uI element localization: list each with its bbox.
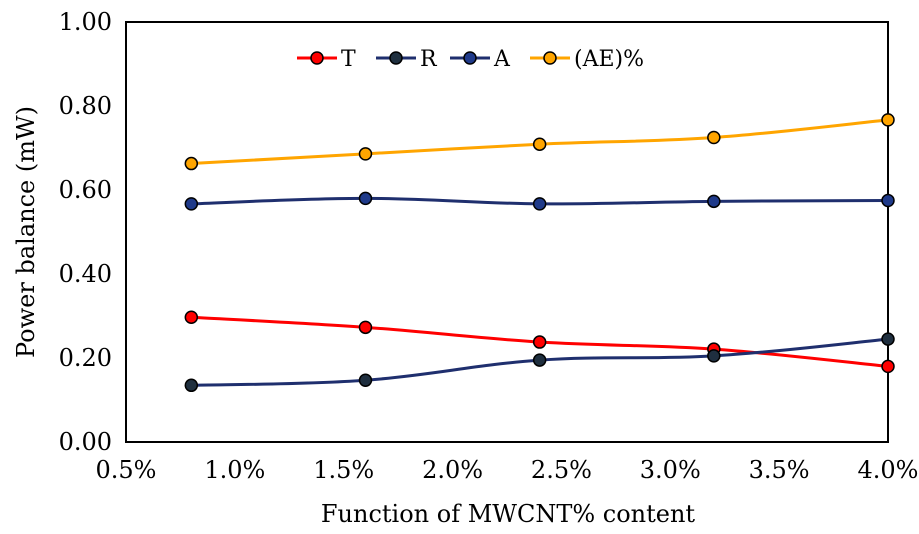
series-ae-point [532,137,547,151]
legend: T R A (AE)% [297,47,644,72]
axes [125,21,889,443]
series-ae-point [184,156,199,171]
series-t-point [358,320,373,335]
series-a-point [532,197,547,211]
series-t-point [184,310,199,325]
series-ae-point [707,130,721,145]
series-a-point [707,194,721,209]
legend-label-t: T [341,47,356,72]
legend-label-a: A [493,47,511,72]
series-r-point [881,332,895,346]
y-tick-label: 0.60 [59,176,112,204]
y-tick-label: 0.20 [59,344,112,372]
series-r-point [184,378,199,393]
series-t-point [881,359,895,374]
series-layer [184,113,895,393]
legend-item-t: T [297,47,356,72]
series-r-point [532,353,547,367]
x-tick-label: 0.5% [96,456,157,484]
legend-swatch-marker-t [310,51,324,65]
series-ae-point [358,147,373,161]
series-ae-point [881,113,895,127]
x-axis-title: Function of MWCNT% content [321,500,696,528]
series-r-point [707,349,721,363]
series-a [184,191,895,211]
series-a-point [184,197,199,211]
y-tick-label: 0.40 [59,260,112,288]
x-tick-label: 2.5% [531,456,592,484]
legend-item-ae: (AE)% [530,47,644,72]
series-r [184,332,895,393]
x-tick-label: 1.5% [313,456,374,484]
series-ae [184,113,895,171]
x-tick-labels: 0.5% 1.0% 1.5% 2.0% 2.5% 3.0% 3.5% 4.0% [96,456,919,484]
series-r-point [358,373,373,388]
legend-label-r: R [420,47,438,72]
y-tick-labels: 0.00 0.20 0.40 0.60 0.80 1.00 [59,8,112,456]
x-tick-label: 3.0% [640,456,701,484]
y-tick-label: 0.00 [59,428,112,456]
legend-item-r: R [376,47,438,72]
y-tick-label: 1.00 [59,8,112,36]
x-tick-label: 4.0% [858,456,919,484]
series-a-point [881,193,895,208]
legend-label-ae: (AE)% [574,47,644,72]
series-a-point [358,191,373,206]
series-t-point [532,335,547,349]
x-tick-label: 3.5% [749,456,810,484]
plot-area-frame [125,21,889,443]
legend-swatch-marker-a [463,51,477,65]
x-tick-label: 1.0% [204,456,265,484]
legend-swatch-marker-r [389,51,403,65]
legend-item-a: A [450,47,511,72]
y-tick-label: 0.80 [59,92,112,120]
legend-swatch-marker-ae [543,51,557,65]
y-axis-title: Power balance (mW) [12,106,40,358]
x-tick-label: 2.0% [422,456,483,484]
